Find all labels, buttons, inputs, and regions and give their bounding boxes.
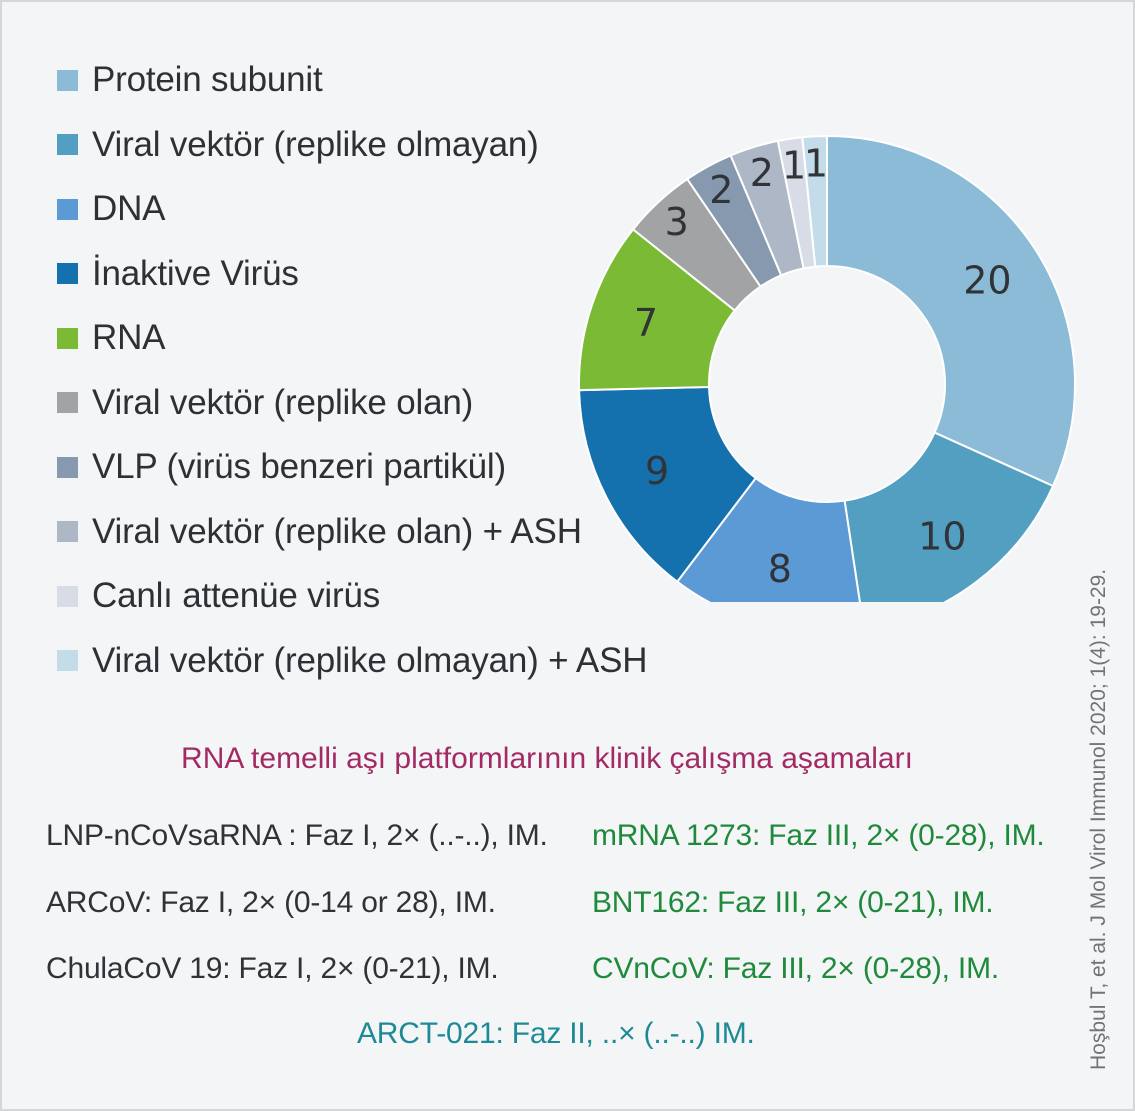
legend-item: Viral vektör (replike olmayan) + ASH [57,629,647,693]
slice-value-label: 2 [750,151,774,195]
section-title: RNA temelli aşı platformlarının klinik ç… [181,742,913,775]
legend-item: Viral vektör (replike olan) + ASH [57,500,582,564]
citation: Hoşbul T, et al. J Mol Virol Immunol 202… [1087,568,1110,1070]
legend-swatch [57,521,78,542]
legend-label: RNA [92,318,166,357]
donut-slice [826,134,1076,488]
legend-item: DNA [57,177,165,241]
legend-label: İnaktive Virüs [92,253,299,293]
legend-label: Viral vektör (replike olmayan) + ASH [92,640,648,680]
slice-value-label: 1 [804,141,828,185]
legend-item: Protein subunit [57,48,323,112]
slice-value-label: 10 [918,514,966,558]
slice-value-label: 2 [709,168,733,212]
legend-label: Viral vektör (replike olan) [92,382,474,422]
trial-arcov: ARCoV: Faz I, 2× (0-14 or 28), IM. [46,886,496,919]
slice-value-label: 8 [768,547,792,591]
trial-arct-021: ARCT-021: Faz II, ..× (..-..) IM. [357,1017,755,1050]
legend-label: VLP (virüs benzeri partikül) [92,447,506,486]
slice-value-label: 9 [645,449,669,493]
legend-item: Viral vektör (replike olmayan) [57,113,539,177]
legend-label: Viral vektör (replike olmayan) [92,124,539,164]
legend-swatch [57,134,78,155]
legend-item: RNA [57,306,165,370]
legend-item: Canlı attenüe virüs [57,564,380,628]
donut-slice [578,385,758,584]
trial-mrna-1273: mRNA 1273: Faz III, 2× (0-28), IM. [592,819,1045,852]
legend-swatch [57,198,78,220]
legend-swatch [57,456,78,478]
donut-slice [675,476,861,602]
legend-swatch [57,585,78,607]
legend-label: Canlı attenüe virüs [92,576,381,615]
trial-bnt162: BNT162: Faz III, 2× (0-21), IM. [592,886,994,919]
legend-swatch [57,263,78,284]
trial-cvncov: CVnCoV: Faz III, 2× (0-28), IM. [592,952,999,985]
slice-value-label: 1 [782,143,806,187]
legend-item: Viral vektör (replike olan) [57,371,473,435]
trial-chulacov19: ChulaCoV 19: Faz I, 2× (0-21), IM. [46,952,499,985]
legend-swatch [57,327,78,349]
legend-label: DNA [92,189,166,228]
slice-value-label: 3 [665,200,689,244]
legend-label: Viral vektör (replike olan) + ASH [92,511,582,551]
donut-slice [843,431,1055,602]
donut-slice [801,134,828,268]
legend-item: VLP (virüs benzeri partikül) [57,435,506,499]
legend-swatch [57,392,78,413]
slice-value-label: 20 [963,258,1011,302]
legend-swatch [57,650,78,671]
legend-swatch [57,69,78,91]
legend-label: Protein subunit [92,60,323,99]
slice-value-label: 7 [634,301,658,345]
trial-lnp-ncovsarna: LNP-nCoVsaRNA : Faz I, 2× (..-..), IM. [46,819,548,852]
legend-item: İnaktive Virüs [57,242,299,306]
